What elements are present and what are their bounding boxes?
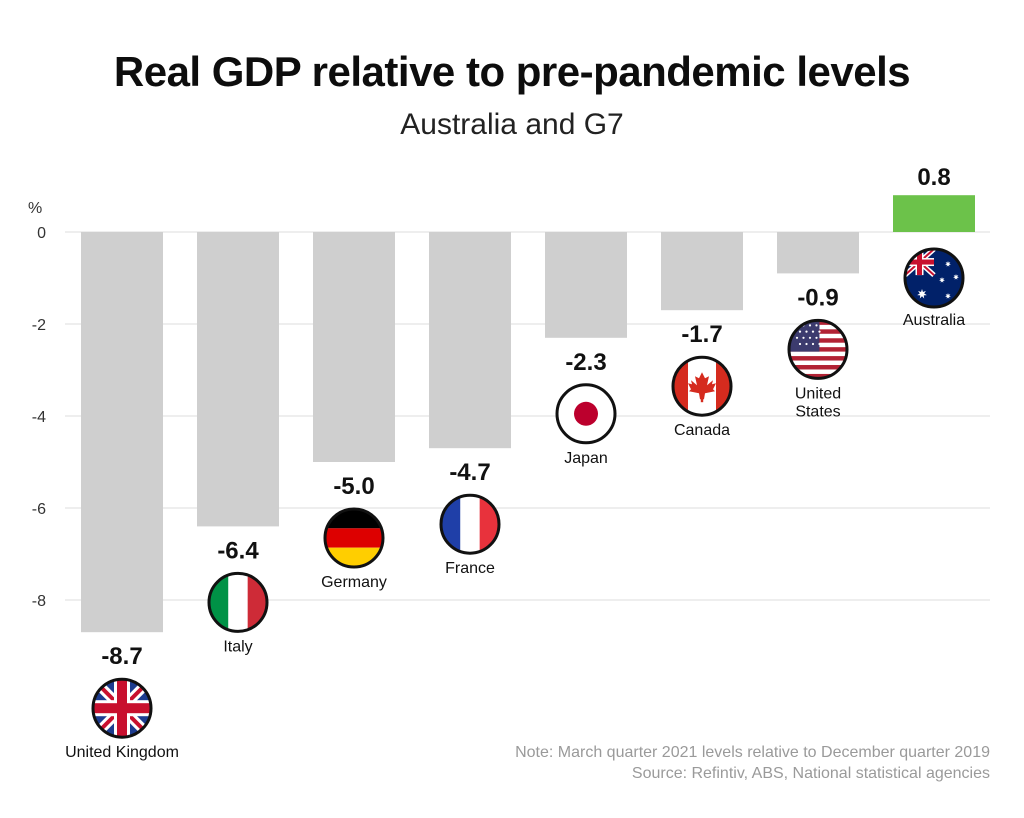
- value-label: -2.3: [565, 349, 606, 376]
- source-text: Source: Refintiv, ABS, National statisti…: [631, 765, 990, 782]
- category-labels: United Kingdom Italy Germany France Japan Can…: [65, 312, 965, 761]
- value-label: 0.8: [917, 164, 950, 191]
- value-label: -1.7: [681, 321, 722, 348]
- usa-flag-icon: [787, 318, 849, 380]
- australia-flag-icon: [903, 247, 965, 309]
- chart-notes: Note: March quarter 2021 levels relative…: [515, 742, 990, 784]
- value-label: -0.9: [797, 284, 838, 311]
- value-label: -8.7: [101, 643, 142, 670]
- y-tick-label: -2: [32, 317, 46, 334]
- value-labels: -8.7 -6.4 -5.0 -4.7 -2.3 -1.7 -0.9 0.8: [101, 164, 950, 670]
- chart-subtitle: Australia and G7: [400, 108, 624, 141]
- category-label: Canada: [674, 422, 730, 439]
- bar: [429, 232, 511, 449]
- bar: [893, 195, 975, 232]
- category-label: United Kingdom: [65, 744, 179, 761]
- bar: [313, 232, 395, 462]
- y-axis-label: %: [28, 200, 43, 217]
- canada-flag-icon: [671, 355, 733, 417]
- bar: [661, 232, 743, 311]
- category-label: Japan: [564, 450, 608, 467]
- category-label: United States: [795, 385, 841, 420]
- value-label: -5.0: [333, 473, 374, 500]
- germany-flag-icon: [323, 507, 385, 569]
- bar: [777, 232, 859, 274]
- category-label: Australia: [903, 312, 965, 329]
- bar: [81, 232, 163, 633]
- value-label: -6.4: [217, 537, 259, 564]
- y-tick-label: -6: [32, 501, 46, 518]
- bar: [545, 232, 627, 338]
- note-text: Note: March quarter 2021 levels relative…: [515, 744, 990, 761]
- category-label: France: [445, 560, 495, 577]
- bar: [197, 232, 279, 527]
- category-label: Germany: [321, 574, 387, 591]
- y-tick-label: -4: [32, 409, 46, 426]
- italy-flag-icon: [207, 571, 269, 633]
- bars: [81, 195, 975, 633]
- value-label: -4.7: [449, 459, 490, 486]
- france-flag-icon: [439, 493, 501, 555]
- japan-flag-icon: [555, 383, 617, 445]
- y-tick-label: -8: [32, 593, 46, 610]
- category-label: Italy: [223, 638, 252, 655]
- chart-title: Real GDP relative to pre-pandemic levels: [113, 48, 911, 95]
- y-tick-labels: 0 -2 -4 -6 -8: [32, 225, 46, 610]
- y-tick-label: 0: [37, 225, 46, 242]
- uk-flag-icon: [91, 677, 153, 739]
